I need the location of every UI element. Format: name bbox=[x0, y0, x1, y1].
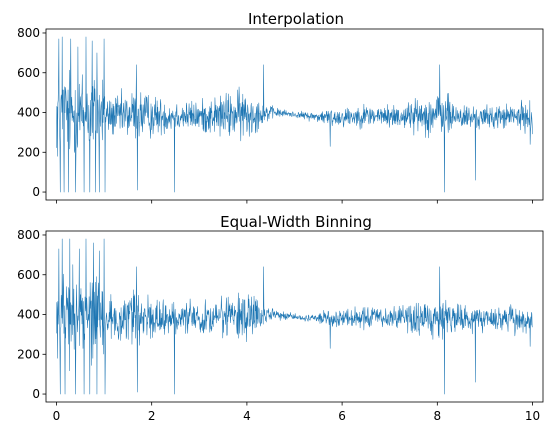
x-tick-label: 8 bbox=[433, 409, 441, 423]
x-tick-label: 2 bbox=[148, 409, 156, 423]
y-tick-label: 200 bbox=[17, 347, 40, 361]
y-tick-label: 800 bbox=[17, 26, 40, 40]
chart-title: Interpolation bbox=[248, 10, 344, 28]
interpolation-panel: Interpolation 0 200 400 600 800 bbox=[17, 10, 544, 204]
x-tick-label: 0 bbox=[53, 409, 61, 423]
y-tick-label: 400 bbox=[17, 106, 40, 120]
y-tick-label: 600 bbox=[17, 268, 40, 282]
plot-frame bbox=[45, 230, 544, 403]
x-tick-label: 10 bbox=[525, 409, 540, 423]
x-tick-label: 4 bbox=[243, 409, 251, 423]
ticks-group: 0 200 400 600 800 bbox=[17, 26, 533, 204]
y-tick-label: 400 bbox=[17, 308, 40, 322]
ticks-group: 0 200 400 600 800 0 2 4 6 8 10 bbox=[17, 228, 540, 423]
equal-width-binning-panel: Equal-Width Binning 0 200 400 600 800 0 2 4 6 8 10 bbox=[17, 213, 544, 423]
series-group bbox=[56, 36, 533, 193]
series-group bbox=[56, 238, 533, 395]
plot-frame bbox=[45, 28, 544, 201]
chart-title: Equal-Width Binning bbox=[220, 213, 372, 231]
y-tick-label: 0 bbox=[32, 387, 40, 401]
x-tick-label: 6 bbox=[338, 409, 346, 423]
y-tick-label: 800 bbox=[17, 228, 40, 242]
y-tick-label: 0 bbox=[32, 185, 40, 199]
y-tick-label: 600 bbox=[17, 66, 40, 80]
y-tick-label: 200 bbox=[17, 145, 40, 159]
series-line bbox=[56, 36, 533, 193]
series-line bbox=[56, 238, 533, 395]
